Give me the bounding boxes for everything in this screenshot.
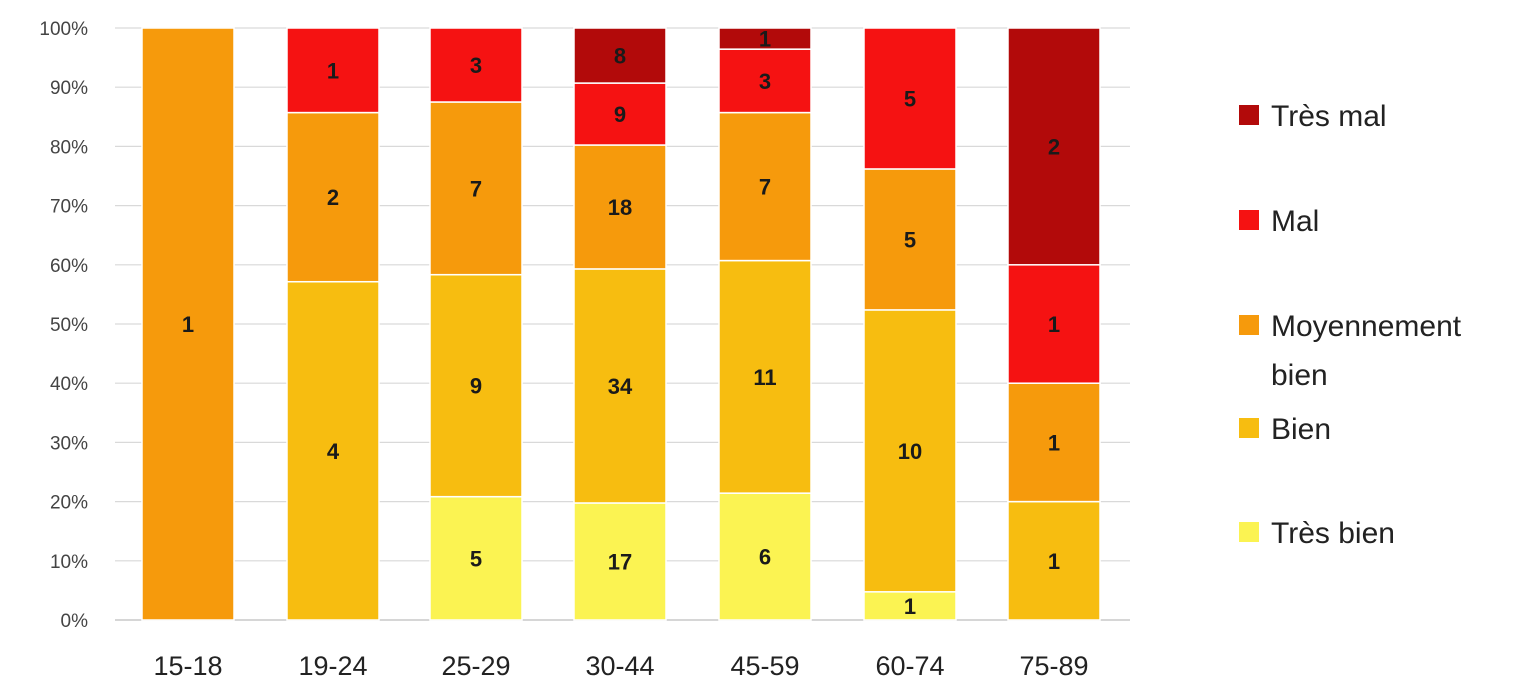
legend-item-bien: Bien: [1239, 413, 1331, 446]
legend-swatch: [1239, 418, 1259, 438]
data-label: 10: [898, 439, 922, 464]
legend-item-moyennement-bien: Moyennement bien: [1239, 310, 1462, 392]
data-label: 1: [327, 58, 339, 83]
data-label: 9: [470, 374, 482, 399]
bar-stack-45-59: 6 11 7 3 1: [718, 27, 812, 621]
bar-segment-tres-bien: [863, 591, 957, 621]
bar-segment-mal: [429, 27, 523, 103]
data-label: 1: [182, 312, 194, 337]
bar-segment-bien: [718, 259, 812, 494]
x-tick-label: 75-89: [1019, 651, 1088, 681]
data-label: 2: [327, 185, 339, 210]
y-tick-label: 70%: [50, 197, 88, 218]
bar-segment-tres-bien: [573, 502, 667, 621]
x-tick-label: 30-44: [585, 651, 654, 681]
y-tick-label: 90%: [50, 78, 88, 99]
bar-stack-30-44: 17 34 18 9 8: [573, 27, 667, 621]
data-label: 11: [753, 365, 776, 390]
data-label: 18: [608, 195, 632, 220]
data-label: 1: [904, 594, 916, 619]
legend-label: Très mal: [1271, 100, 1387, 133]
legend-swatch: [1239, 315, 1259, 335]
bar-segment-moyennement-bien: [718, 111, 812, 262]
bar-segment-moyennement-bien: [286, 111, 380, 283]
y-tick-label: 10%: [50, 552, 88, 573]
data-label: 1: [1048, 312, 1060, 337]
data-label: 5: [904, 86, 916, 111]
data-label: 7: [470, 176, 482, 201]
bar-segment-tres-bien: [429, 495, 523, 621]
x-tick-label: 19-24: [298, 651, 367, 681]
bar-stack-60-74: 1 10 5 5: [863, 27, 957, 621]
bar-segment-moyennement-bien: [863, 168, 957, 311]
legend-label: Très bien: [1271, 517, 1395, 550]
y-axis-ticks: 0% 10% 20% 30% 40% 50% 60% 70% 80% 90% 100%: [39, 19, 88, 632]
data-label: 6: [759, 545, 771, 570]
bar-segment-mal: [573, 82, 667, 146]
data-label: 34: [608, 374, 633, 399]
bar-stack-25-29: 5 9 7 3: [429, 27, 523, 621]
x-tick-label: 60-74: [875, 651, 944, 681]
x-tick-label: 45-59: [730, 651, 799, 681]
data-label: 8: [614, 44, 626, 69]
bar-stack-15-18: 1: [141, 27, 235, 621]
x-tick-label: 15-18: [153, 651, 222, 681]
y-tick-label: 60%: [50, 256, 88, 277]
y-tick-label: 100%: [39, 19, 88, 40]
data-label: 4: [327, 439, 340, 464]
data-label: 9: [614, 102, 626, 127]
bar-segment-mal: [1007, 264, 1101, 384]
bar-segment-tres-mal: [718, 27, 812, 50]
legend-label: Moyennement bien: [1271, 310, 1462, 392]
data-label: 7: [759, 175, 771, 200]
data-label: 1: [759, 27, 771, 52]
data-label: 3: [759, 69, 771, 94]
bar-segment-bien: [573, 268, 667, 504]
legend-swatch: [1239, 210, 1259, 230]
bar-stack-75-89: 1 1 1 2: [1007, 27, 1101, 621]
data-label: 2: [1048, 134, 1060, 159]
data-label: 17: [608, 549, 632, 574]
y-tick-label: 30%: [50, 433, 88, 454]
bar-segment-mal: [863, 27, 957, 170]
legend-item-tres-mal: Très mal: [1239, 100, 1387, 133]
y-tick-label: 80%: [50, 137, 88, 158]
bar-segment-moyennement-bien: [141, 27, 235, 621]
data-label: 5: [470, 546, 482, 571]
y-tick-label: 50%: [50, 315, 88, 336]
bar-segment-moyennement-bien: [573, 144, 667, 270]
bar-stack-19-24: 4 2 1: [286, 27, 380, 621]
bar-segment-tres-mal: [573, 27, 667, 84]
legend-swatch: [1239, 522, 1259, 542]
legend-item-tres-bien: Très bien: [1239, 517, 1395, 550]
data-label: 5: [904, 227, 916, 252]
bar-segment-bien: [863, 309, 957, 593]
bar-segment-tres-mal: [1007, 27, 1101, 266]
y-tick-label: 0%: [61, 611, 89, 632]
y-tick-label: 40%: [50, 374, 88, 395]
data-label: 1: [1048, 430, 1060, 455]
y-tick-label: 20%: [50, 493, 88, 514]
bar-segment-moyennement-bien: [1007, 382, 1101, 503]
legend-label: Bien: [1271, 413, 1331, 446]
x-tick-label: 25-29: [441, 651, 510, 681]
legend-label: Mal: [1271, 205, 1319, 238]
x-axis-ticks: 15-18 19-24 25-29 30-44 45-59 60-74 75-89: [153, 651, 1088, 681]
data-label: 1: [1048, 549, 1060, 574]
bar-segment-bien: [286, 280, 380, 621]
legend-item-mal: Mal: [1239, 205, 1319, 238]
bar-segment-mal: [286, 27, 380, 114]
legend-swatch: [1239, 105, 1259, 125]
legend: Très mal Mal Moyennement bien Bien Très bien: [1239, 100, 1462, 550]
data-label: 3: [470, 53, 482, 78]
